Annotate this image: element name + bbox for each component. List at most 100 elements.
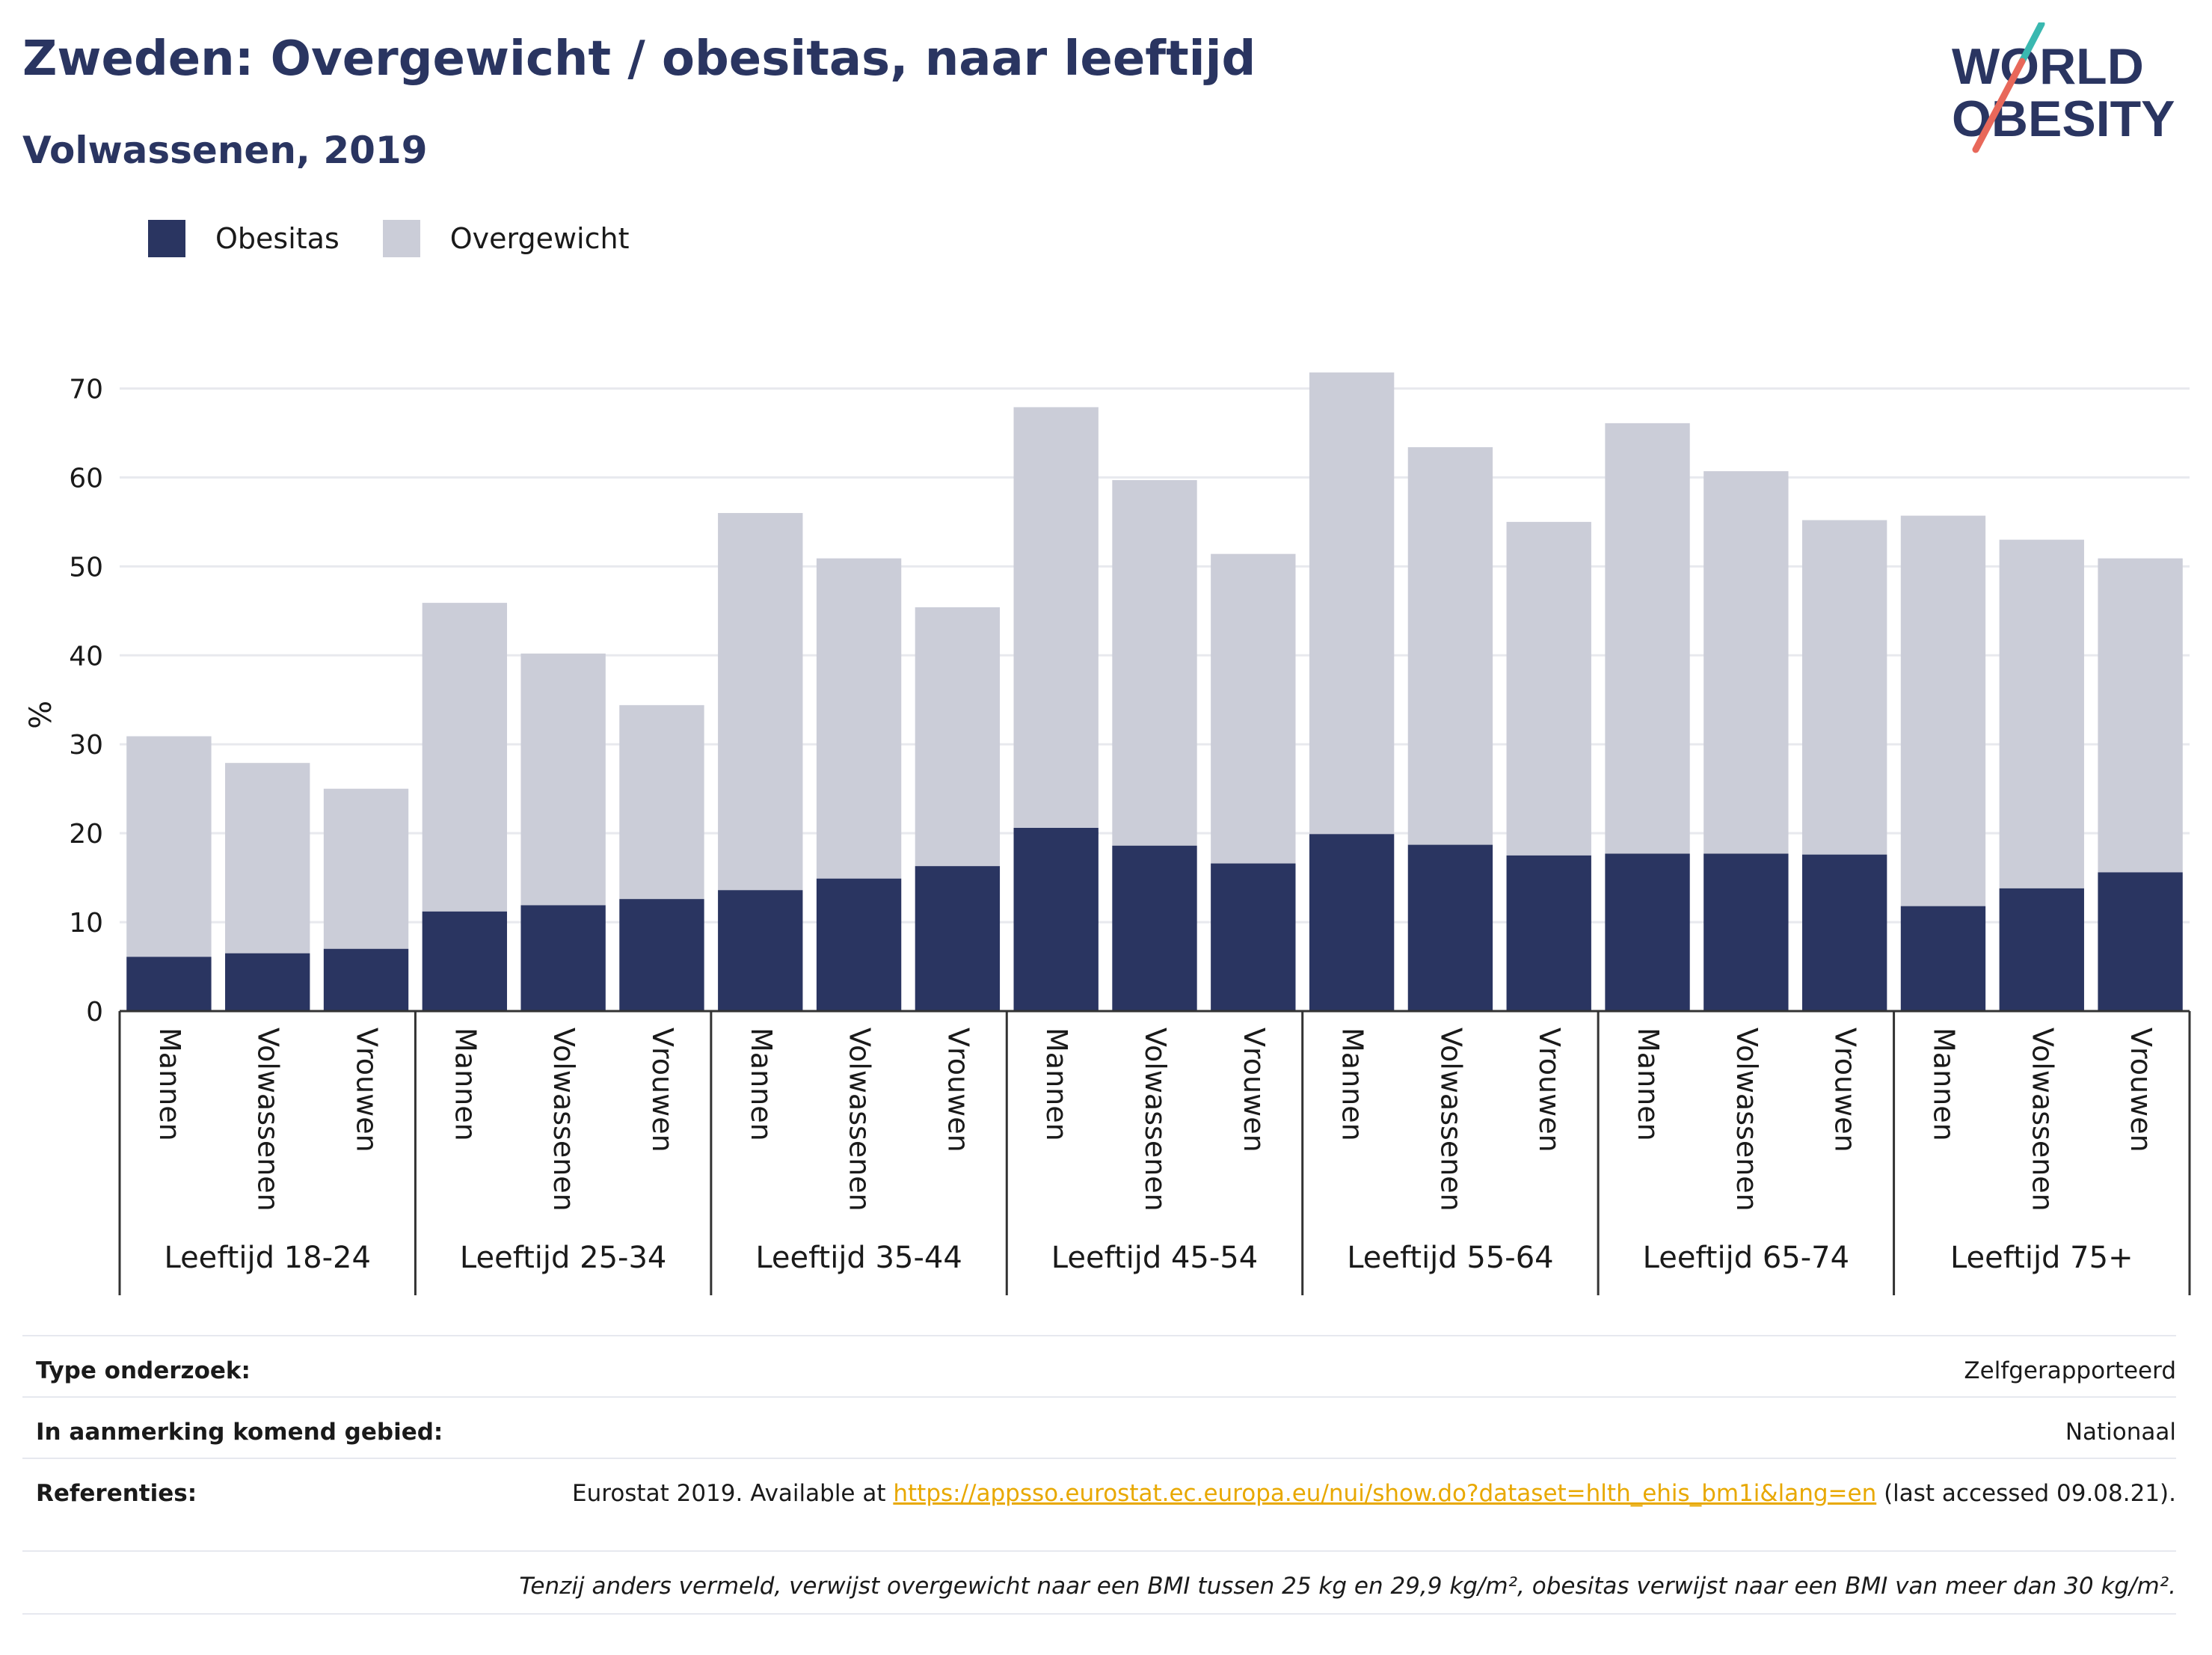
subcategory-label: Vrouwen (1829, 1028, 1862, 1152)
bar-overgewicht (225, 763, 310, 954)
bar-overgewicht (2098, 558, 2183, 873)
chart-title: Zweden: Overgewicht / obesitas, naar lee… (22, 31, 1256, 87)
bar-obesitas (1309, 834, 1395, 1011)
y-tick-label: 30 (69, 730, 103, 761)
info-row-references: Referenties: Eurostat 2019. Available at… (22, 1458, 2176, 1550)
bar-overgewicht (1211, 553, 1296, 864)
area-value: Nationaal (2065, 1419, 2176, 1446)
bar-obesitas (915, 866, 1001, 1011)
y-axis-label: % (24, 701, 58, 729)
y-tick-label: 60 (69, 463, 103, 494)
group-label: Leeftijd 25-34 (460, 1241, 666, 1275)
world-obesity-logo: WORLD OBESITY (1952, 22, 2175, 153)
subcategory-label: Volwassenen (2026, 1028, 2059, 1212)
subcategory-label: Vrouwen (941, 1028, 974, 1152)
group-label: Leeftijd 45-54 (1051, 1241, 1258, 1275)
bar-obesitas (1900, 906, 1986, 1011)
subcategory-label: Mannen (1336, 1028, 1369, 1141)
subcategory-label: Volwassenen (547, 1028, 580, 1212)
subcategory-label: Volwassenen (252, 1028, 285, 1212)
references-value: Eurostat 2019. Available at https://apps… (572, 1480, 2176, 1550)
bar-overgewicht (126, 736, 212, 957)
bar-obesitas (1013, 827, 1099, 1011)
bar-overgewicht (619, 704, 704, 900)
group-label: Leeftijd 35-44 (755, 1241, 962, 1275)
bar-overgewicht (422, 603, 508, 912)
bar-overgewicht (1309, 372, 1395, 835)
y-tick-label: 50 (69, 552, 103, 583)
bar-overgewicht (1801, 520, 1887, 855)
bar-obesitas (816, 878, 902, 1011)
subcategory-label: Vrouwen (1238, 1028, 1271, 1152)
group-label: Leeftijd 75+ (1950, 1241, 2133, 1275)
legend-swatch-obesitas (148, 220, 185, 257)
legend-item-obesitas[interactable]: Obesitas (148, 220, 340, 257)
bar-obesitas (126, 957, 212, 1011)
subcategory-label: Mannen (1632, 1028, 1665, 1141)
bar-obesitas (1999, 888, 2084, 1011)
subcategory-label: Mannen (153, 1028, 186, 1141)
subcategory-label: Vrouwen (646, 1028, 679, 1152)
subcategory-label: Mannen (1927, 1028, 1960, 1141)
info-row-note: Tenzij anders vermeld, verwijst overgewi… (22, 1550, 2176, 1615)
bar-chart: 0 10 20 30 40 50 60 70% Leeftijd 18-24 Mannen Volw… (24, 372, 2191, 1295)
bar-overgewicht (1013, 407, 1099, 828)
legend-swatch-overgewicht (382, 220, 420, 257)
legend-item-overgewicht[interactable]: Overgewicht (382, 220, 630, 257)
chart-subtitle: Volwassenen, 2019 (22, 129, 428, 172)
y-tick-label: 40 (69, 641, 103, 672)
bar-obesitas (2098, 872, 2183, 1011)
bar-obesitas (1506, 855, 1591, 1011)
legend-label-overgewicht: Overgewicht (449, 222, 630, 255)
reference-prefix: Eurostat 2019. Available at (572, 1480, 894, 1507)
chart-legend: Obesitas Overgewicht (148, 220, 673, 257)
bar-obesitas (619, 899, 704, 1011)
bar-overgewicht (1506, 521, 1591, 856)
subcategory-label: Volwassenen (1139, 1028, 1172, 1212)
references-label: Referenties: (36, 1480, 197, 1507)
y-tick-label: 10 (69, 908, 103, 939)
subcategory-label: Mannen (1040, 1028, 1073, 1141)
logo-line1: WORLD (1952, 38, 2144, 95)
info-table: Type onderzoek: Zelfgerapporteerd In aan… (22, 1335, 2176, 1615)
bar-overgewicht (1112, 479, 1197, 846)
bar-obesitas (323, 948, 409, 1011)
bar-obesitas (1407, 844, 1493, 1011)
subcategory-label: Mannen (449, 1028, 482, 1141)
subcategory-label: Mannen (745, 1028, 778, 1141)
legend-label-obesitas: Obesitas (215, 222, 340, 255)
reference-link[interactable]: https://appsso.eurostat.ec.europa.eu/nui… (893, 1480, 1877, 1507)
y-tick-label: 0 (86, 997, 103, 1028)
bar-overgewicht (1900, 515, 1986, 906)
bar-obesitas (1703, 853, 1789, 1011)
subcategory-label: Vrouwen (2125, 1028, 2157, 1152)
y-tick-label: 70 (69, 374, 103, 405)
bar-overgewicht (816, 558, 902, 879)
survey-value: Zelfgerapporteerd (1964, 1357, 2176, 1384)
bar-overgewicht (1703, 471, 1789, 854)
bar-obesitas (718, 890, 803, 1011)
bar-overgewicht (718, 512, 803, 891)
bar-overgewicht (915, 607, 1001, 867)
survey-label: Type onderzoek: (36, 1357, 251, 1384)
subcategory-label: Vrouwen (351, 1028, 384, 1152)
subcategory-label: Volwassenen (1434, 1028, 1467, 1212)
bar-obesitas (1211, 863, 1296, 1011)
logo-line2: OBESITY (1952, 90, 2175, 147)
group-label: Leeftijd 55-64 (1347, 1241, 1553, 1275)
bar-obesitas (225, 953, 310, 1011)
definition-note: Tenzij anders vermeld, verwijst overgewi… (519, 1573, 2176, 1600)
subcategory-label: Vrouwen (1533, 1028, 1566, 1152)
area-label: In aanmerking komend gebied: (36, 1419, 443, 1446)
group-label: Leeftijd 65-74 (1643, 1241, 1849, 1275)
y-tick-label: 20 (69, 819, 103, 850)
group-label: Leeftijd 18-24 (164, 1241, 370, 1275)
bar-overgewicht (1999, 539, 2084, 888)
bar-obesitas (520, 905, 606, 1011)
bar-overgewicht (1605, 423, 1690, 854)
bar-overgewicht (520, 653, 606, 906)
info-row-survey: Type onderzoek: Zelfgerapporteerd (22, 1335, 2176, 1396)
bar-overgewicht (1407, 446, 1493, 845)
subcategory-label: Volwassenen (844, 1028, 876, 1212)
bar-obesitas (1112, 845, 1197, 1011)
